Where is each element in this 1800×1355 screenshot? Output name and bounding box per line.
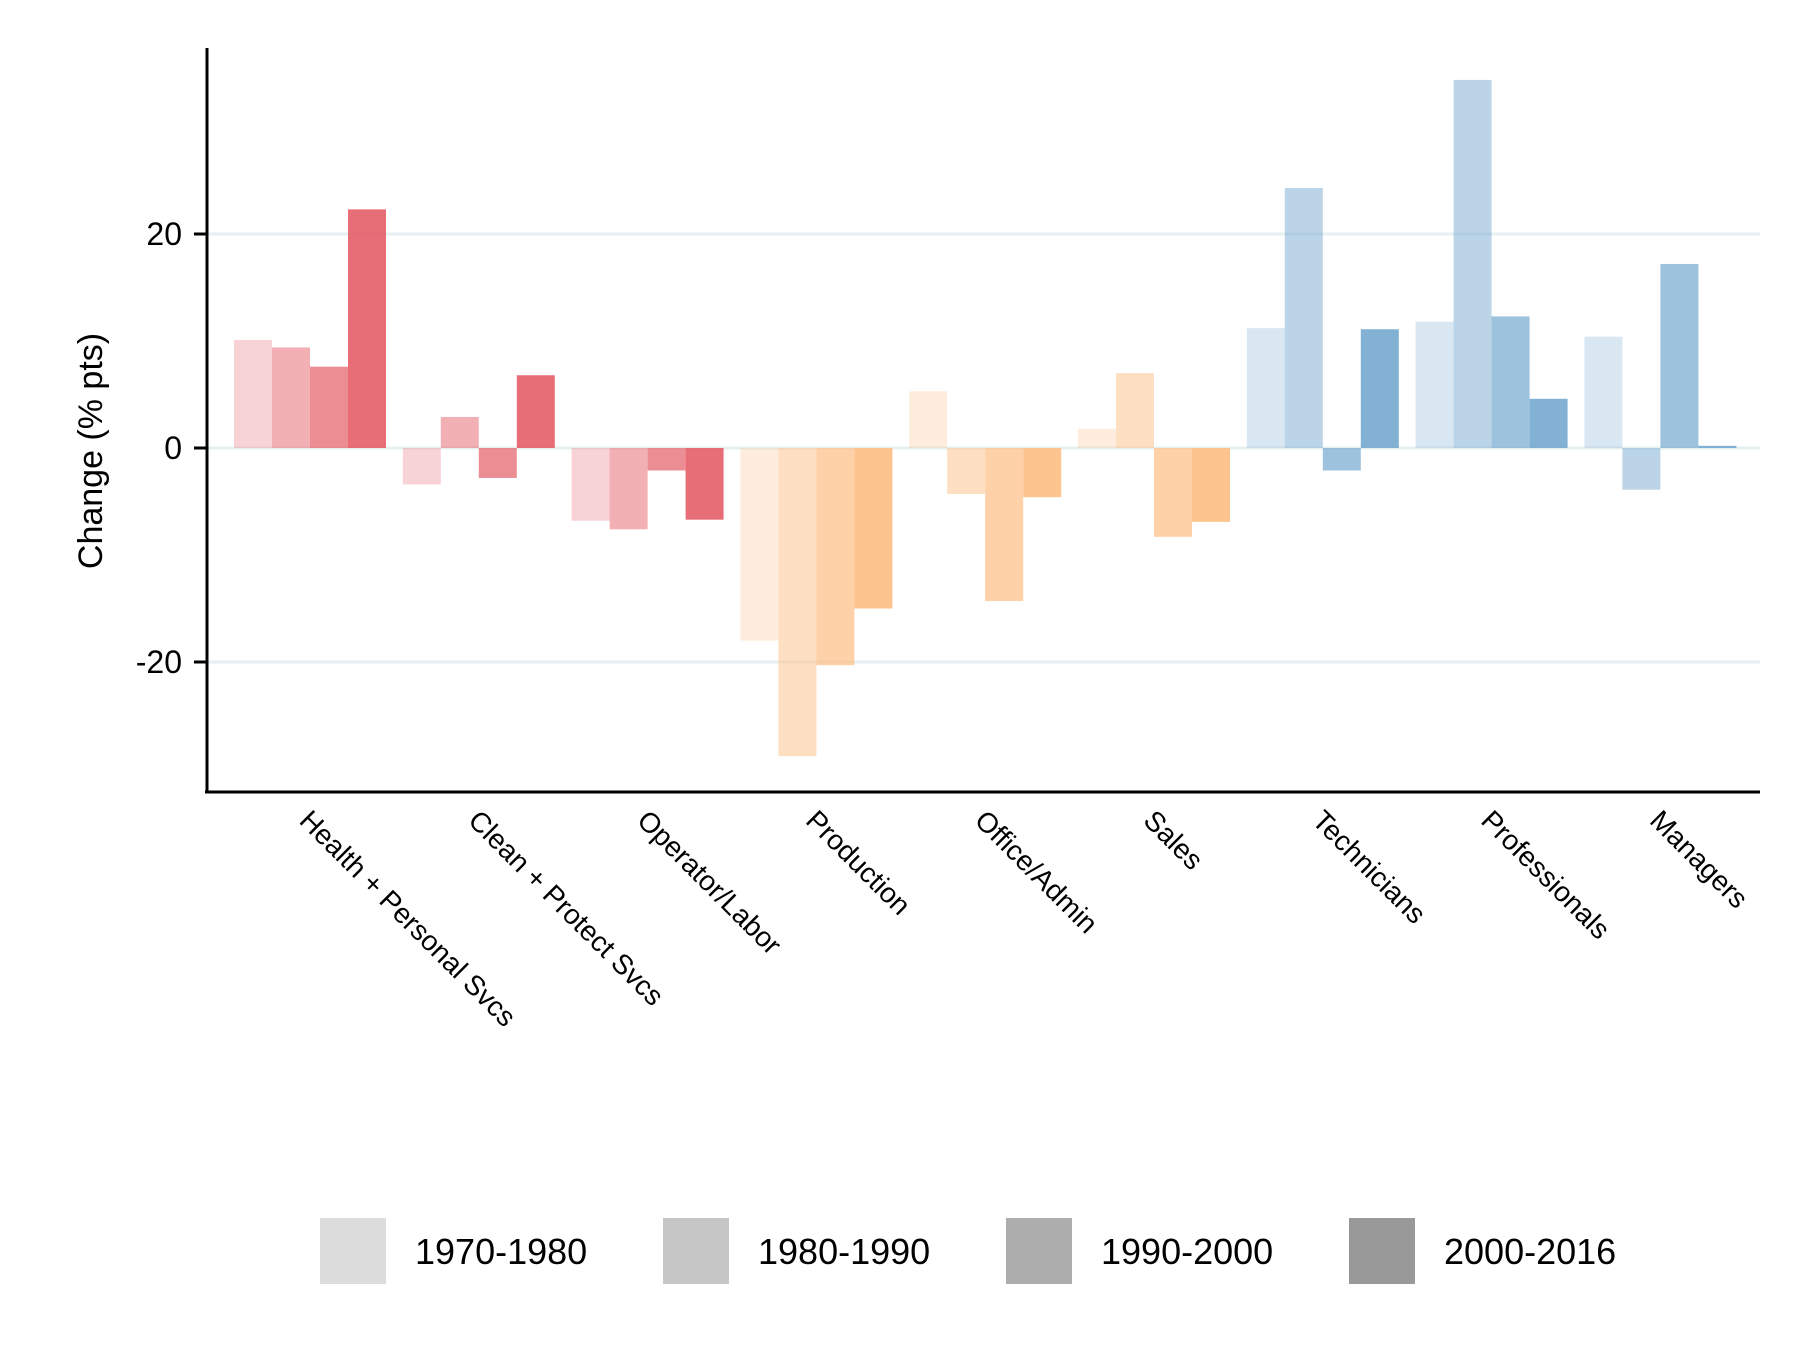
legend-swatch-3 — [1349, 1218, 1415, 1284]
x-tick-label-6: Technicians — [1307, 804, 1432, 929]
x-tick-label-8: Managers — [1644, 804, 1754, 914]
axes — [205, 48, 1760, 794]
bar-4-0 — [909, 391, 948, 448]
bar-4-1 — [947, 448, 986, 495]
bar-5-1 — [1116, 373, 1154, 448]
bar-0-3 — [348, 209, 386, 448]
bar-7-1 — [1453, 79, 1492, 449]
y-tick-label-1: 0 — [164, 430, 182, 466]
legend-label-2: 1990-2000 — [1101, 1231, 1273, 1272]
legend-label-3: 2000-2016 — [1444, 1231, 1616, 1272]
legend-label-1: 1980-1990 — [758, 1231, 930, 1272]
y-tick-label-0: -20 — [136, 644, 182, 680]
bar-7-0 — [1415, 321, 1454, 448]
legend-label-0: 1970-1980 — [415, 1231, 587, 1272]
legend-swatch-2 — [1006, 1218, 1072, 1284]
x-tick-label-2: Operator/Labor — [631, 804, 787, 960]
bar-2-3 — [685, 448, 724, 520]
bar-6-2 — [1322, 448, 1361, 471]
bar-3-0 — [740, 448, 779, 641]
bar-3-1 — [778, 448, 817, 757]
legend: 1970-1980 1980-1990 1990-2000 2000-2016 — [320, 1218, 1616, 1284]
bar-5-3 — [1192, 448, 1230, 522]
bars — [234, 79, 1737, 757]
bar-1-3 — [516, 375, 555, 448]
bar-5-0 — [1078, 428, 1116, 448]
y-ticks: -20 0 20 — [136, 216, 207, 680]
y-axis-label: Change (% pts) — [72, 333, 110, 569]
x-tick-label-1: Clean + Protect Svcs — [463, 804, 670, 1011]
bar-7-3 — [1529, 398, 1568, 448]
bar-6-1 — [1284, 187, 1323, 449]
bar-4-2 — [985, 448, 1024, 602]
bar-0-1 — [272, 347, 310, 448]
bar-8-3 — [1698, 445, 1737, 448]
bar-2-2 — [647, 448, 686, 471]
bar-7-2 — [1491, 316, 1530, 448]
x-tick-label-4: Office/Admin — [969, 804, 1104, 939]
bar-1-0 — [402, 448, 441, 485]
x-tick-label-5: Sales — [1138, 804, 1209, 875]
bar-3-3 — [854, 448, 893, 609]
y-tick-label-2: 20 — [146, 216, 182, 252]
bar-2-0 — [571, 448, 610, 521]
bar-6-0 — [1246, 328, 1285, 448]
bar-8-0 — [1584, 336, 1623, 448]
bar-4-3 — [1023, 448, 1062, 498]
bar-0-0 — [234, 339, 272, 448]
bar-2-1 — [609, 448, 648, 530]
bar-5-2 — [1154, 448, 1192, 537]
bar-1-1 — [440, 416, 479, 448]
bar-8-1 — [1622, 448, 1661, 490]
bar-0-2 — [310, 366, 348, 448]
bar-1-2 — [478, 448, 517, 478]
bar-8-2 — [1660, 263, 1699, 448]
legend-swatch-0 — [320, 1218, 386, 1284]
x-tick-label-3: Production — [800, 804, 917, 921]
legend-swatch-1 — [663, 1218, 729, 1284]
bar-6-3 — [1360, 329, 1399, 448]
bar-3-2 — [816, 448, 855, 666]
x-tick-label-7: Professionals — [1475, 804, 1616, 945]
